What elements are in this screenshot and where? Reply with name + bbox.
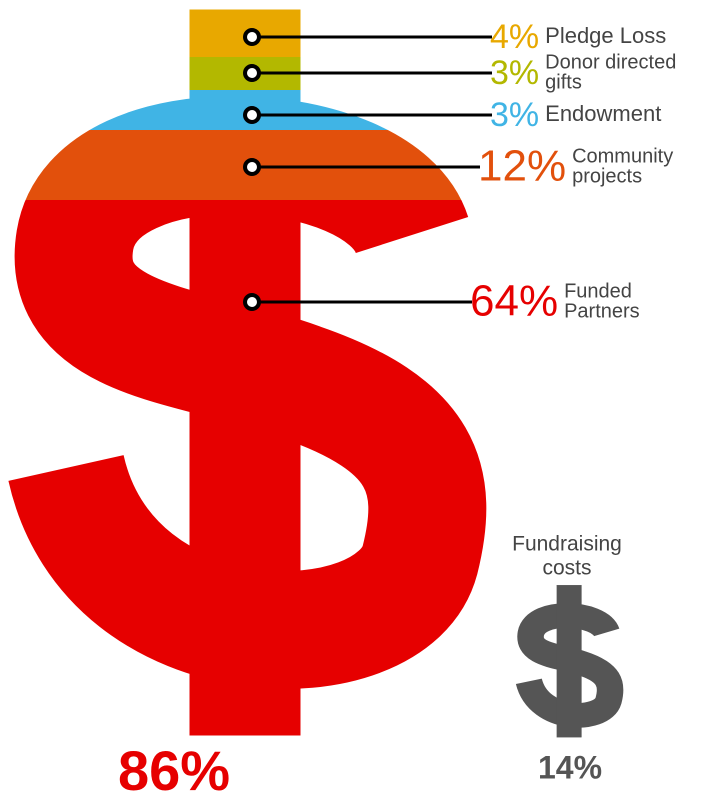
band (0, 90, 705, 130)
percent-label: 3% (490, 96, 539, 134)
segment-label: Community (572, 145, 673, 167)
segment-label: Funded (564, 280, 632, 302)
marker-dot (243, 64, 261, 82)
band (0, 130, 705, 200)
band (0, 0, 705, 57)
fundraising-percent: 14% (538, 749, 602, 785)
segment-label: Endowment (545, 101, 661, 126)
segment-label: Pledge Loss (545, 23, 666, 48)
percent-label: 4% (490, 18, 539, 56)
fundraising-label: costs (542, 557, 591, 580)
segment-label: Donor directed (545, 51, 676, 73)
marker-dot (243, 158, 261, 176)
fundraising-label: Fundraising (512, 533, 622, 556)
percent-label: 12% (478, 142, 566, 191)
segment-label: projects (572, 165, 642, 187)
total-percent: 86% (118, 739, 230, 802)
segment-label: Partners (564, 300, 640, 322)
marker-dot (243, 28, 261, 46)
percent-label: 64% (470, 277, 558, 326)
percent-label: 3% (490, 54, 539, 92)
marker-dot (243, 106, 261, 124)
marker-dot (243, 293, 261, 311)
segment-label: gifts (545, 71, 582, 93)
